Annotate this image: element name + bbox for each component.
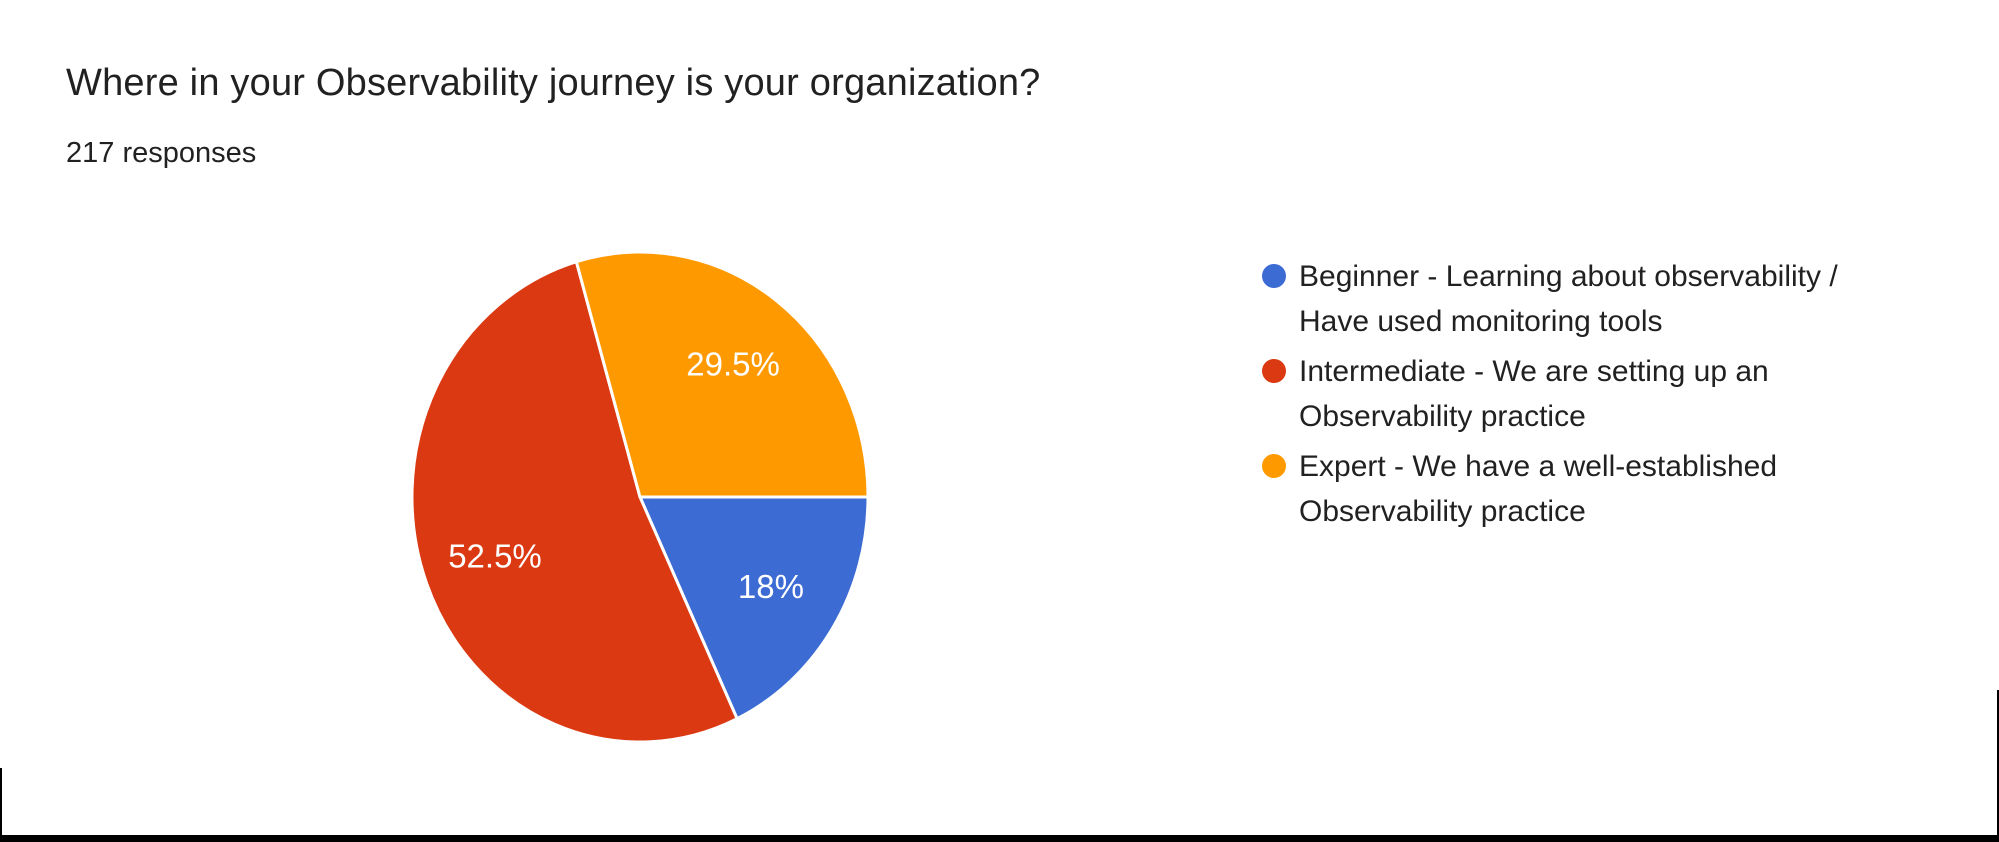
legend-label: Beginner - Learning about observability … <box>1299 254 1838 344</box>
legend-label-line: Beginner - Learning about observability … <box>1299 260 1838 293</box>
screenshot-edge-right <box>1997 690 1999 835</box>
legend-label-line: Observability practice <box>1299 400 1586 433</box>
pie-slice-beginner[interactable] <box>638 495 870 721</box>
pie-slice-percent-label: 29.5% <box>686 345 780 382</box>
pie-slice-percent-label: 52.5% <box>448 537 542 574</box>
legend-dot-intermediate <box>1262 359 1286 383</box>
legend-item-beginner: Beginner - Learning about observability … <box>1262 254 1838 344</box>
screenshot-edge-bottom <box>0 835 1999 842</box>
legend-label-line: Have used monitoring tools <box>1299 305 1663 338</box>
legend-dot-expert <box>1262 454 1286 478</box>
pie-chart: 18% 52.5% 29.5% <box>410 250 870 744</box>
legend-dot-beginner <box>1262 264 1286 288</box>
legend-item-intermediate: Intermediate - We are setting up an Obse… <box>1262 349 1838 439</box>
chart-legend: Beginner - Learning about observability … <box>1262 254 1838 539</box>
legend-label-line: Intermediate - We are setting up an <box>1299 355 1769 388</box>
screenshot-edge-left <box>0 768 2 835</box>
question-title: Where in your Observability journey is y… <box>66 62 1041 104</box>
pie-slice-intermediate[interactable] <box>410 260 739 744</box>
pie-slice-expert[interactable] <box>574 250 870 499</box>
legend-label-line: Observability practice <box>1299 495 1586 528</box>
legend-item-expert: Expert - We have a well-established Obse… <box>1262 444 1838 534</box>
legend-label: Expert - We have a well-established Obse… <box>1299 444 1777 534</box>
legend-label: Intermediate - We are setting up an Obse… <box>1299 349 1769 439</box>
pie-slice-percent-label: 18% <box>738 568 804 605</box>
legend-label-line: Expert - We have a well-established <box>1299 450 1778 483</box>
responses-count: 217 responses <box>66 137 257 169</box>
